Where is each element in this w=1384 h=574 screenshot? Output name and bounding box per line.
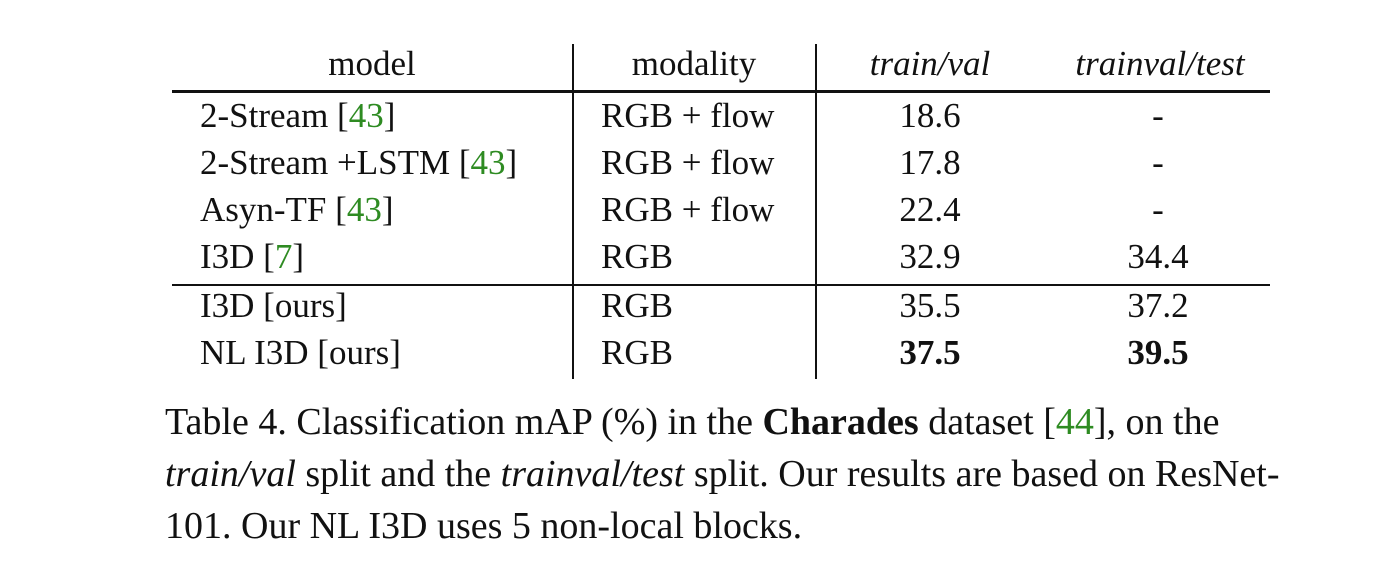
- row-5-train-val: 35.5: [899, 286, 961, 325]
- citation-link[interactable]: 44: [1055, 401, 1094, 443]
- row-5-modality: RGB: [601, 286, 673, 325]
- header-train-val: train/val: [869, 44, 991, 83]
- row-3-trainval-test: -: [1152, 190, 1164, 229]
- row-2-train-val: 17.8: [899, 143, 961, 182]
- row-5-model: I3D [ours]: [200, 286, 347, 325]
- row-4-trainval-test: 34.4: [1127, 237, 1189, 276]
- row-6-model: NL I3D [ours]: [200, 333, 401, 372]
- row-5-trainval-test: 37.2: [1127, 286, 1189, 325]
- row-2-modality: RGB + flow: [601, 143, 775, 182]
- row-6-trainval-test: 39.5: [1127, 333, 1189, 372]
- row-4-train-val: 32.9: [899, 237, 961, 276]
- citation-link[interactable]: 43: [470, 143, 506, 182]
- group-rule: [172, 284, 1270, 286]
- column-rule-1: [572, 44, 574, 379]
- row-3-modality: RGB + flow: [601, 190, 775, 229]
- header-rule: [172, 90, 1270, 93]
- row-6-train-val: 37.5: [899, 333, 961, 372]
- row-2-trainval-test: -: [1152, 143, 1164, 182]
- column-rule-2: [815, 44, 817, 379]
- header-trainval-test: trainval/test: [1075, 44, 1245, 83]
- header-modality: modality: [631, 44, 757, 83]
- row-1-train-val: 18.6: [899, 96, 961, 135]
- row-3-train-val: 22.4: [899, 190, 961, 229]
- row-1-model: 2-Stream [43]: [200, 96, 396, 135]
- header-model: model: [328, 44, 416, 83]
- row-3-model: Asyn-TF [43]: [200, 190, 394, 229]
- row-4-modality: RGB: [601, 237, 673, 276]
- results-table: model modality train/val trainval/test 2…: [172, 44, 1270, 379]
- row-4-model: I3D [7]: [200, 237, 304, 276]
- row-1-trainval-test: -: [1152, 96, 1164, 135]
- table-caption: Table 4. Classification mAP (%) in the C…: [165, 401, 1280, 547]
- row-6-modality: RGB: [601, 333, 673, 372]
- citation-link[interactable]: 7: [274, 237, 293, 276]
- citation-link[interactable]: 43: [346, 190, 382, 229]
- row-2-model: 2-Stream +LSTM [43]: [200, 143, 518, 182]
- citation-link[interactable]: 43: [348, 96, 384, 135]
- row-1-modality: RGB + flow: [601, 96, 775, 135]
